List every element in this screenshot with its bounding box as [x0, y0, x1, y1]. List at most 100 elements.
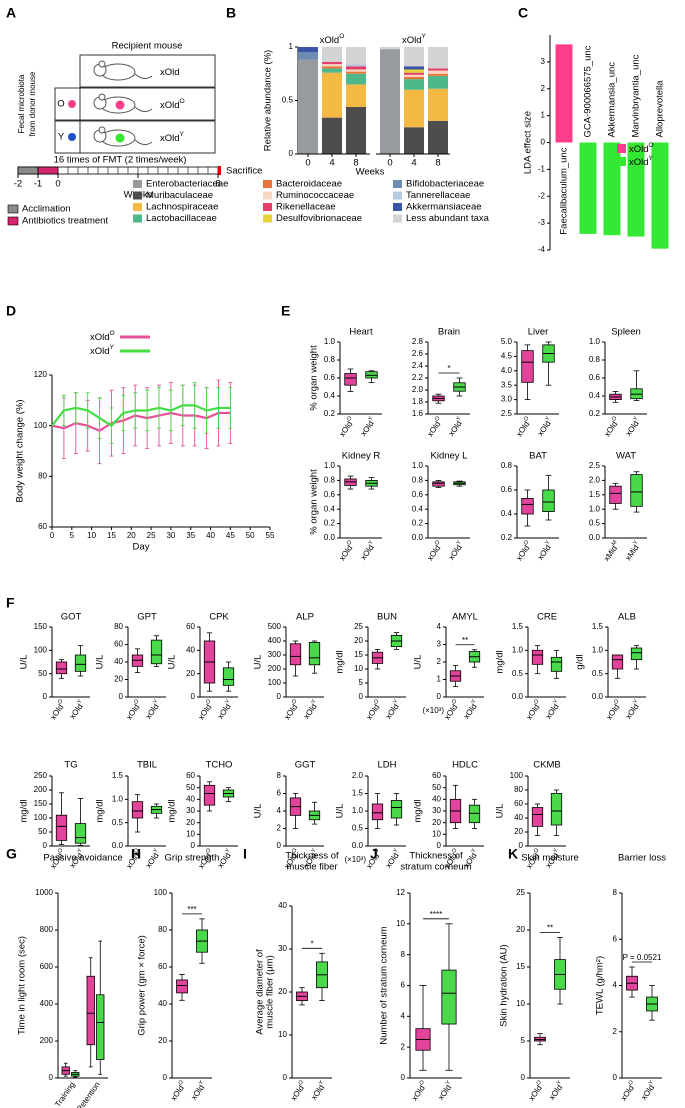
chart-title: Thickness of	[409, 851, 463, 862]
x-axis-label: Day	[133, 542, 150, 553]
y-tick-label: 0.0	[589, 533, 601, 542]
x-tick-label-base: xOld	[443, 703, 460, 722]
box	[96, 994, 105, 1060]
fmt-label: 16 times of FMT (2 times/week)	[54, 155, 187, 166]
y-tick-label: 600	[40, 962, 54, 971]
x-tick-label-sup: Y	[648, 1080, 655, 1087]
chart-title: WAT	[616, 451, 636, 462]
x-tick-label-sup: O	[523, 539, 531, 547]
y-tick-label: 10	[516, 999, 525, 1008]
y-tick-label: 25	[354, 622, 363, 631]
y-tick-label: 15	[354, 650, 363, 659]
x-tick-label-base: xOld	[216, 702, 233, 721]
y-axis-label: % organ weight	[309, 345, 320, 411]
y-tick-label: 40	[114, 657, 123, 666]
donor-label: Fecal microbiota	[17, 74, 26, 133]
bar-segment	[322, 47, 342, 62]
chart-title: CPK	[209, 612, 229, 623]
x-tick-label-base: xOld	[359, 419, 376, 438]
x-tick-label: 20	[127, 531, 136, 540]
y-tick-label: 0.0	[352, 841, 364, 850]
x-tick-label-sup: M	[611, 540, 619, 548]
x-tick-label: xOldO	[364, 847, 384, 870]
y-axis-label: TEWL (g/hm²)	[595, 956, 606, 1015]
x-tick-label: 35	[186, 531, 195, 540]
x-tick-label-base: xOld	[624, 702, 641, 721]
y-tick-label: 0.4	[589, 391, 601, 400]
recipient-label: xOldO	[160, 98, 185, 110]
y-axis-label: mg/dl	[495, 650, 506, 673]
y-tick-label: 1.0	[512, 645, 524, 654]
chart-title: muscle fiber	[286, 862, 337, 873]
donor-dot	[68, 133, 76, 141]
legend-label-sup: O	[110, 330, 115, 337]
category-label: Akkermansia_unc	[607, 62, 618, 138]
chart-title: TCHO	[206, 760, 233, 771]
timeline-tick-label: -1	[34, 179, 42, 190]
y-tick-label: 0	[613, 1073, 618, 1082]
panel-label: J	[370, 846, 378, 862]
x-tick-label-base: xOld	[49, 703, 66, 722]
x-tick-label-base: xOld	[426, 544, 443, 563]
y-tick-label: 40	[432, 794, 441, 803]
x-tick-label: xOldO	[514, 415, 534, 438]
x-tick-label: xOldY	[639, 1080, 659, 1102]
significance-label: *	[310, 939, 313, 948]
x-tick-label: xOldY	[623, 699, 643, 721]
y-tick-label: 0	[43, 692, 48, 701]
y-tick-label: 100	[34, 421, 48, 430]
bar-segment	[380, 49, 400, 154]
y-tick-label: 2.8	[412, 337, 424, 346]
y-tick-label: 0	[119, 692, 124, 701]
x-tick-label: xOldO	[619, 1079, 639, 1102]
y-tick-label: 0.5	[112, 818, 124, 827]
donor-label: from donor mouse	[28, 71, 37, 136]
y-tick-label: 150	[34, 799, 48, 808]
category-label: Alloprevotella	[655, 80, 666, 138]
chart-title: Liver	[528, 327, 549, 338]
y-tick-label: 10	[278, 1030, 287, 1039]
y-axis-label: U/L	[19, 655, 30, 670]
chart-title: Passive avoidance	[43, 853, 122, 864]
y-tick-label: 1	[437, 675, 442, 684]
y-tick-label: 0	[519, 841, 524, 850]
x-tick-label-sup: O	[613, 698, 621, 706]
bar-segment	[322, 68, 342, 73]
y-tick-label: 0.5	[592, 669, 604, 678]
y-tick-label: 2.6	[412, 349, 424, 358]
x-tick-label: xOldO	[196, 698, 216, 721]
x-tick-label-base: xOld	[283, 703, 300, 722]
legend-label: Rikenellaceae	[276, 202, 336, 213]
y-tick-label: 0.4	[324, 391, 336, 400]
y-tick-label: 2.0	[352, 771, 364, 780]
x-tick-label: xOldY	[358, 540, 378, 562]
box	[203, 784, 216, 806]
y-tick-label: 0.5	[512, 669, 524, 678]
timeline-tick-label: 8	[215, 179, 220, 190]
x-tick-label-sup: Y	[225, 848, 232, 855]
x-tick-label-sup: Y	[153, 848, 160, 855]
legend-label: Lachnospiraceae	[146, 202, 218, 213]
y-tick-label: 8	[613, 888, 618, 897]
y-tick-label: 100	[154, 888, 168, 897]
legend-label: Bifidobacteriaceae	[406, 179, 484, 190]
box	[176, 979, 188, 994]
bar-segment	[404, 127, 424, 154]
y-tick-label: 0.4	[412, 504, 424, 513]
y-tick-label: 1.6	[412, 409, 424, 418]
x-tick-label-base: xOld	[68, 702, 85, 721]
legend-label-base: xOld	[90, 332, 110, 343]
x-tick-label-sup: Y	[553, 699, 560, 706]
recipient-label-base: xOld	[160, 100, 180, 111]
acclimation-segment	[17, 166, 39, 175]
bar-segment	[428, 70, 448, 74]
x-tick-label-sup: Y	[633, 416, 640, 423]
chart-title: GOT	[61, 612, 82, 623]
y-tick-label: 250	[34, 771, 48, 780]
x-tick-label-base: xOld	[309, 1083, 326, 1102]
x-tick-label-base: xOld	[384, 851, 401, 870]
bar-segment	[322, 117, 342, 154]
bar-segment	[404, 72, 424, 75]
y-axis-label: % organ weight	[309, 469, 320, 535]
